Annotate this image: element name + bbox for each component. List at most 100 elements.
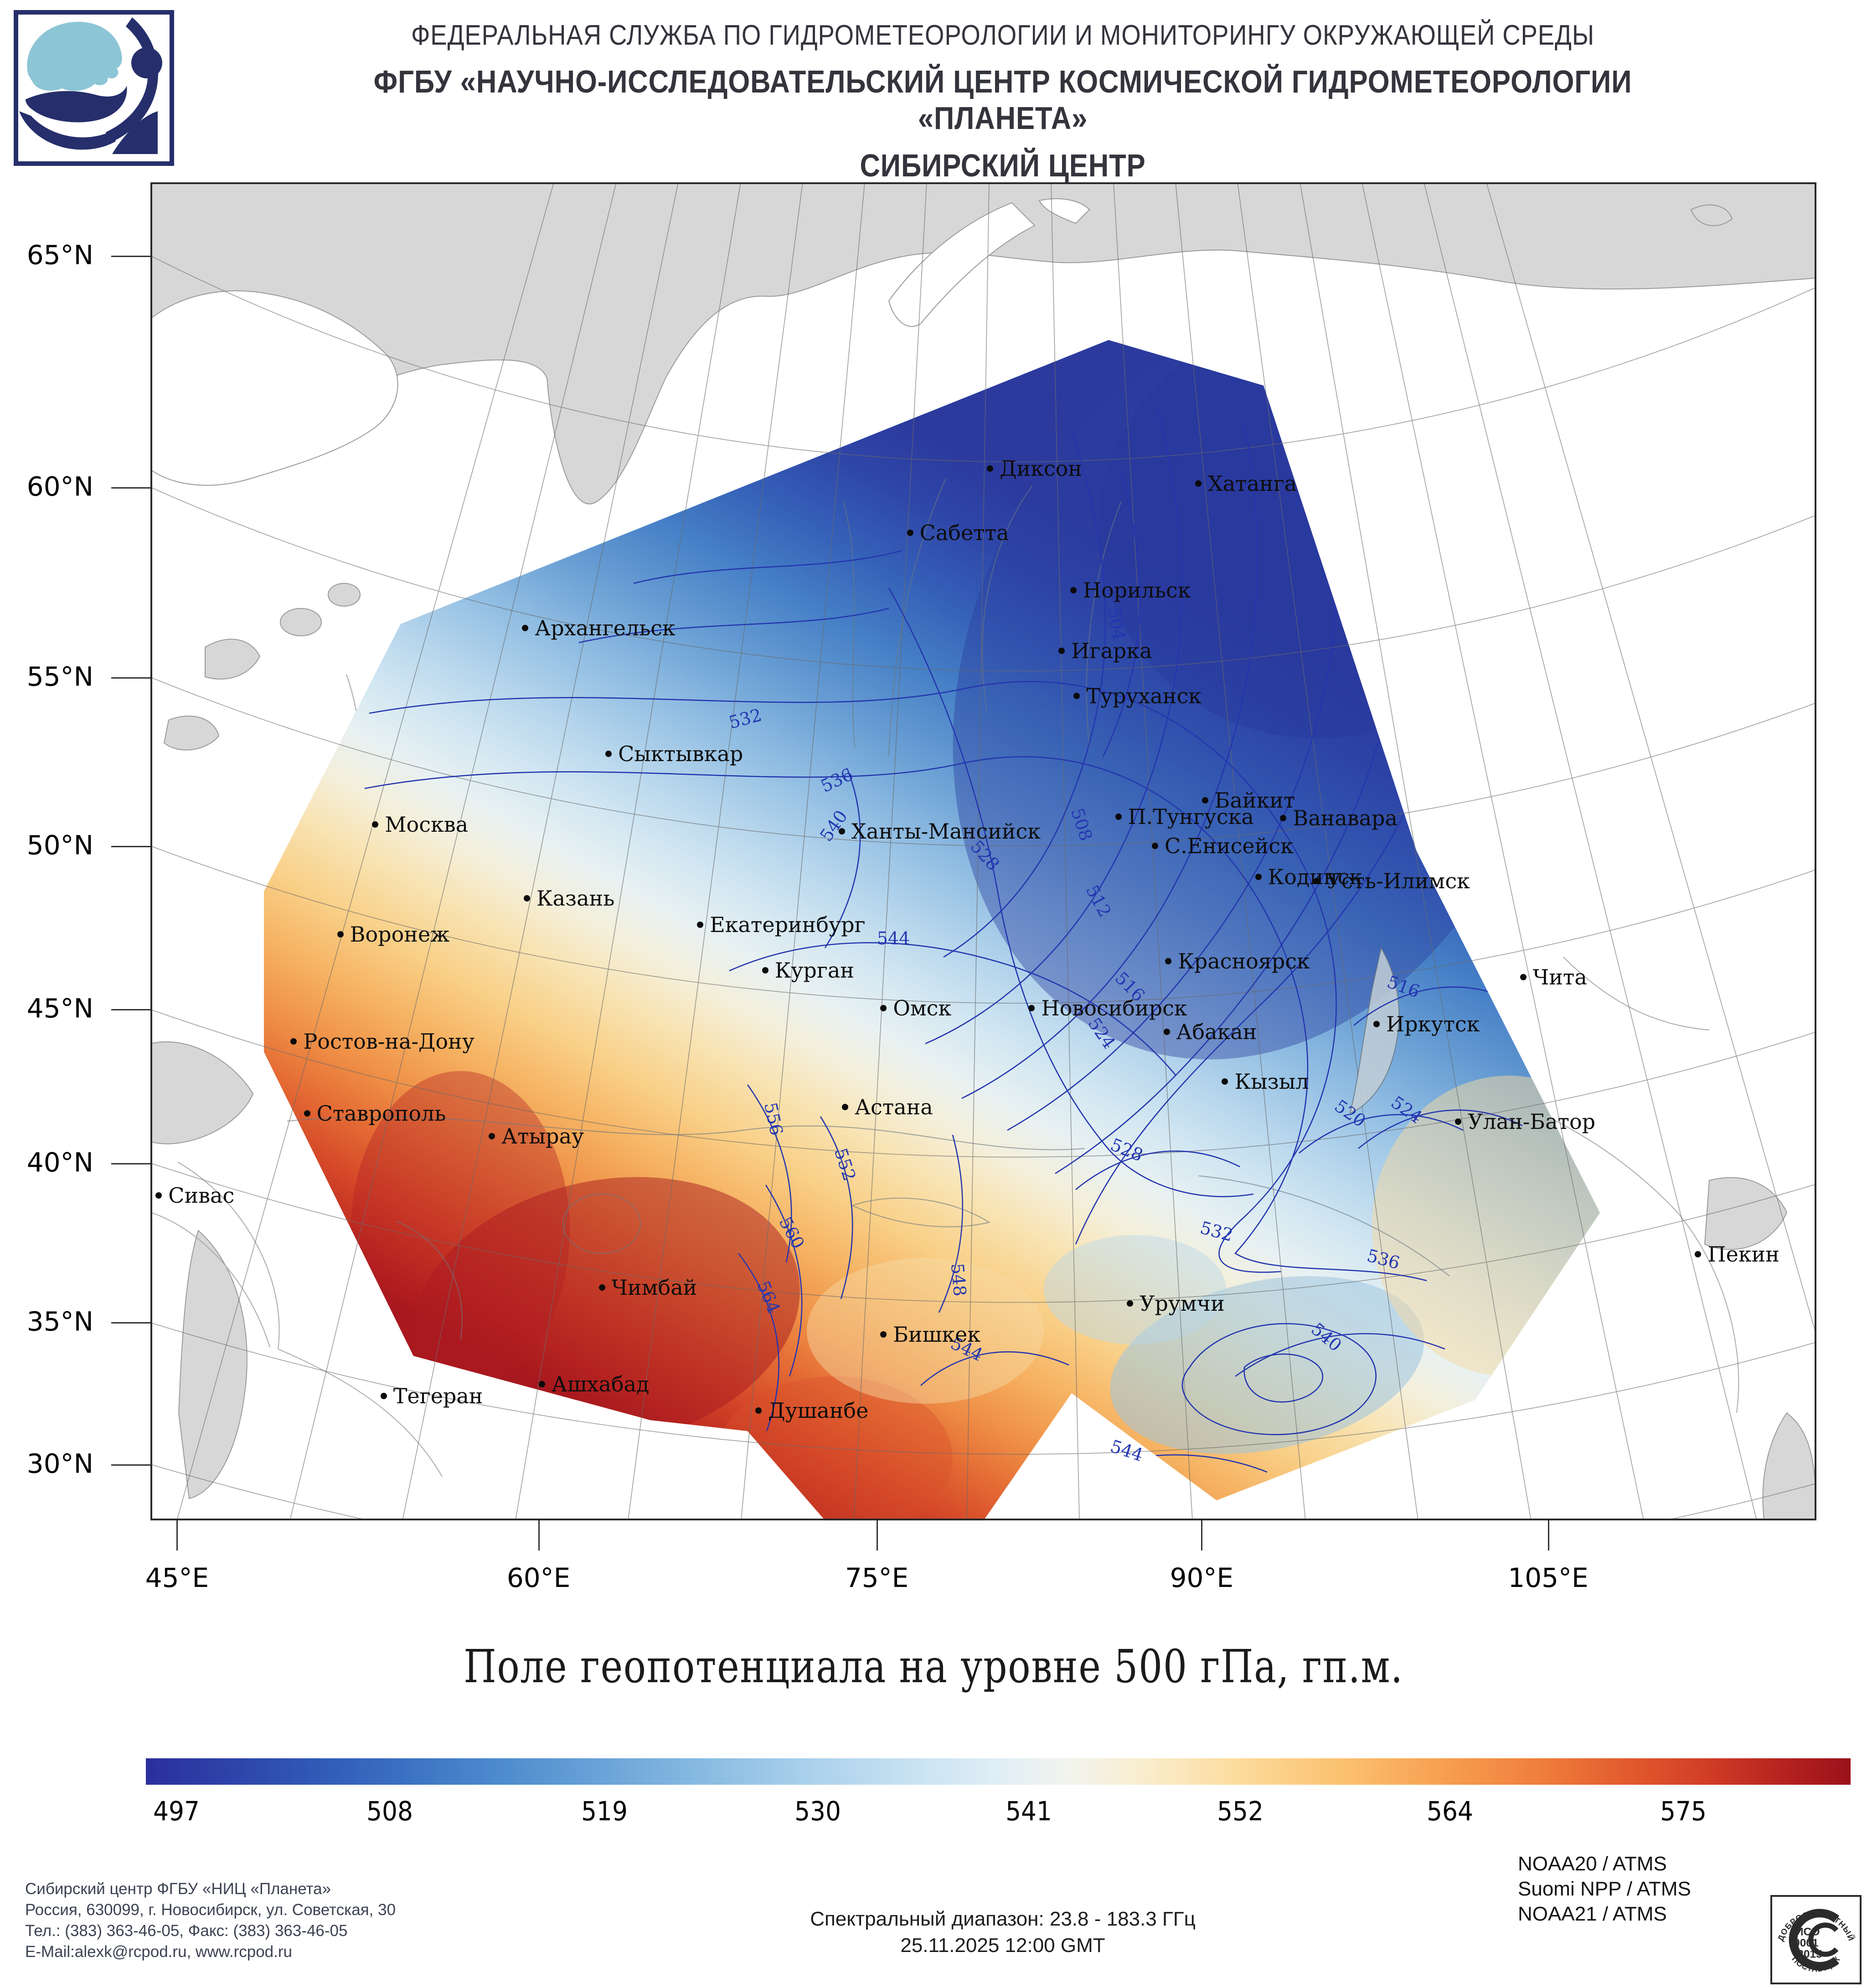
lat-tick xyxy=(111,1322,150,1324)
lon-tick xyxy=(1547,1520,1549,1550)
city-marker: Кызыл xyxy=(1222,1069,1309,1094)
city-dot xyxy=(880,1331,887,1338)
city-marker: Абакан xyxy=(1163,1020,1257,1045)
city-label: Игарка xyxy=(1071,638,1152,663)
city-marker: Новосибирск xyxy=(1028,996,1187,1020)
city-marker: Пекин xyxy=(1695,1242,1779,1267)
city-marker: Сабетта xyxy=(907,520,1009,545)
city-label: Байкит xyxy=(1214,788,1295,813)
city-marker: Кодинск xyxy=(1255,865,1362,889)
city-label: Усть-Илимск xyxy=(1326,868,1470,893)
city-label: Сабетта xyxy=(919,520,1009,546)
city-marker: Иркутск xyxy=(1373,1012,1480,1036)
city-dot xyxy=(842,1103,849,1110)
city-marker: Астана xyxy=(842,1095,933,1119)
lon-tick xyxy=(1201,1520,1203,1550)
city-label: Атырау xyxy=(501,1124,584,1149)
header-org-line2: ФГБУ «НАУЧНО-ИССЛЕДОВАТЕЛЬСКИЙ ЦЕНТР КОС… xyxy=(373,64,1632,136)
city-label: Красноярск xyxy=(1178,948,1310,973)
city-label: Абакан xyxy=(1176,1020,1257,1045)
city-label: Иркутск xyxy=(1386,1011,1480,1036)
city-marker: Урумчи xyxy=(1127,1291,1225,1316)
city-marker: Чимбай xyxy=(598,1275,697,1300)
lon-tick xyxy=(538,1520,540,1550)
header-org-line1: ФЕДЕРАЛЬНАЯ СЛУЖБА ПО ГИДРОМЕТЕОРОЛОГИИ … xyxy=(411,20,1595,51)
city-dot xyxy=(304,1110,310,1117)
stamp-iso: ИСО xyxy=(1795,1926,1820,1938)
novaya-zemlya xyxy=(888,202,1036,327)
city-label: Воронеж xyxy=(350,922,450,947)
seas-lakes xyxy=(150,204,1816,1520)
city-dot xyxy=(1695,1251,1702,1257)
org-contact-line: E-Mail:alexk@rcpod.ru, www.rcpod.ru xyxy=(25,1943,292,1961)
city-marker: Норильск xyxy=(1070,578,1191,603)
planeta-logo-icon xyxy=(19,17,162,154)
lat-tick xyxy=(111,1163,150,1165)
city-marker: Екатеринбург xyxy=(697,912,866,937)
city-marker: Хатанга xyxy=(1195,471,1297,496)
city-dot xyxy=(1070,587,1077,594)
city-label: Кодинск xyxy=(1268,864,1363,889)
city-label: Архангельск xyxy=(535,615,676,640)
city-dot xyxy=(697,922,704,928)
colorbar: 497 508 519 530 541 552 564 575 xyxy=(146,1758,1851,1827)
city-label: Омск xyxy=(893,995,952,1020)
colorbar-value: 564 xyxy=(1427,1796,1474,1827)
satellite-instrument: Suomi NPP / ATMS xyxy=(1518,1878,1691,1900)
city-dot xyxy=(1222,1078,1228,1085)
city-label: Казань xyxy=(536,886,615,911)
city-marker: Казань xyxy=(524,886,614,911)
city-marker: Атырау xyxy=(489,1124,584,1149)
city-marker: Сивас xyxy=(155,1183,234,1208)
lon-label: 60°E xyxy=(506,1562,571,1593)
arctic-sea xyxy=(150,182,1816,505)
lat-label: 55°N xyxy=(26,661,93,692)
city-dot xyxy=(755,1407,762,1414)
city-marker: Улан-Батор xyxy=(1455,1109,1595,1134)
colorbar-value: 541 xyxy=(1006,1796,1052,1827)
lon-label: 45°E xyxy=(145,1562,209,1593)
stamp-2015: -2015 xyxy=(1794,1948,1822,1960)
city-dot xyxy=(1455,1118,1462,1125)
city-label: Курган xyxy=(774,958,854,983)
iso-9001-stamp: ДОБРОСОВЕСТНЫЙ ПОСТАВЩИК ИСО 9001 -2015 xyxy=(1770,1895,1862,1984)
lon-label: 105°E xyxy=(1508,1562,1588,1593)
org-contact-line: Россия, 630099, г. Новосибирск, ул. Сове… xyxy=(25,1901,396,1919)
city-marker: Воронеж xyxy=(337,922,450,947)
city-dot xyxy=(1313,877,1320,884)
city-label: Урумчи xyxy=(1140,1291,1225,1316)
city-dot xyxy=(1165,958,1172,964)
city-marker: Игарка xyxy=(1058,639,1152,663)
colorbar-value: 530 xyxy=(794,1796,841,1827)
city-dot xyxy=(538,1380,545,1387)
lon-tick xyxy=(876,1520,878,1550)
city-label: Ставрополь xyxy=(316,1101,446,1126)
lat-tick xyxy=(111,1009,150,1011)
city-dot xyxy=(337,931,344,938)
org-contact-line: Сибирский центр ФГБУ «НИЦ «Планета» xyxy=(25,1880,331,1898)
city-label: Бишкек xyxy=(893,1322,981,1347)
lat-tick xyxy=(111,1464,150,1466)
colorbar-value: 519 xyxy=(581,1796,628,1827)
city-dot xyxy=(605,750,612,757)
city-marker: Диксон xyxy=(987,456,1082,481)
city-marker: Курган xyxy=(762,958,854,983)
map-area: 532 536 540 504 508 528 512 544 516 516 524 520 524 5… xyxy=(27,182,1816,1593)
lat-label: 65°N xyxy=(26,240,93,271)
city-dot xyxy=(1280,814,1287,821)
city-label: Ашхабад xyxy=(551,1371,650,1396)
lat-tick xyxy=(111,677,150,679)
city-dot xyxy=(838,828,845,834)
city-dot xyxy=(1255,873,1262,880)
city-dot xyxy=(1127,1300,1134,1307)
lat-label: 45°N xyxy=(26,993,93,1025)
caspian-sea xyxy=(178,1230,248,1499)
city-label: Хатанга xyxy=(1207,471,1297,496)
city-label: Диксон xyxy=(1000,456,1083,481)
lat-label: 30°N xyxy=(26,1448,93,1479)
city-marker: Тегеран xyxy=(380,1384,483,1408)
city-label: Чимбай xyxy=(611,1275,697,1300)
city-marker: С.Енисейск xyxy=(1151,834,1294,858)
colorbar-value: 575 xyxy=(1660,1796,1707,1827)
